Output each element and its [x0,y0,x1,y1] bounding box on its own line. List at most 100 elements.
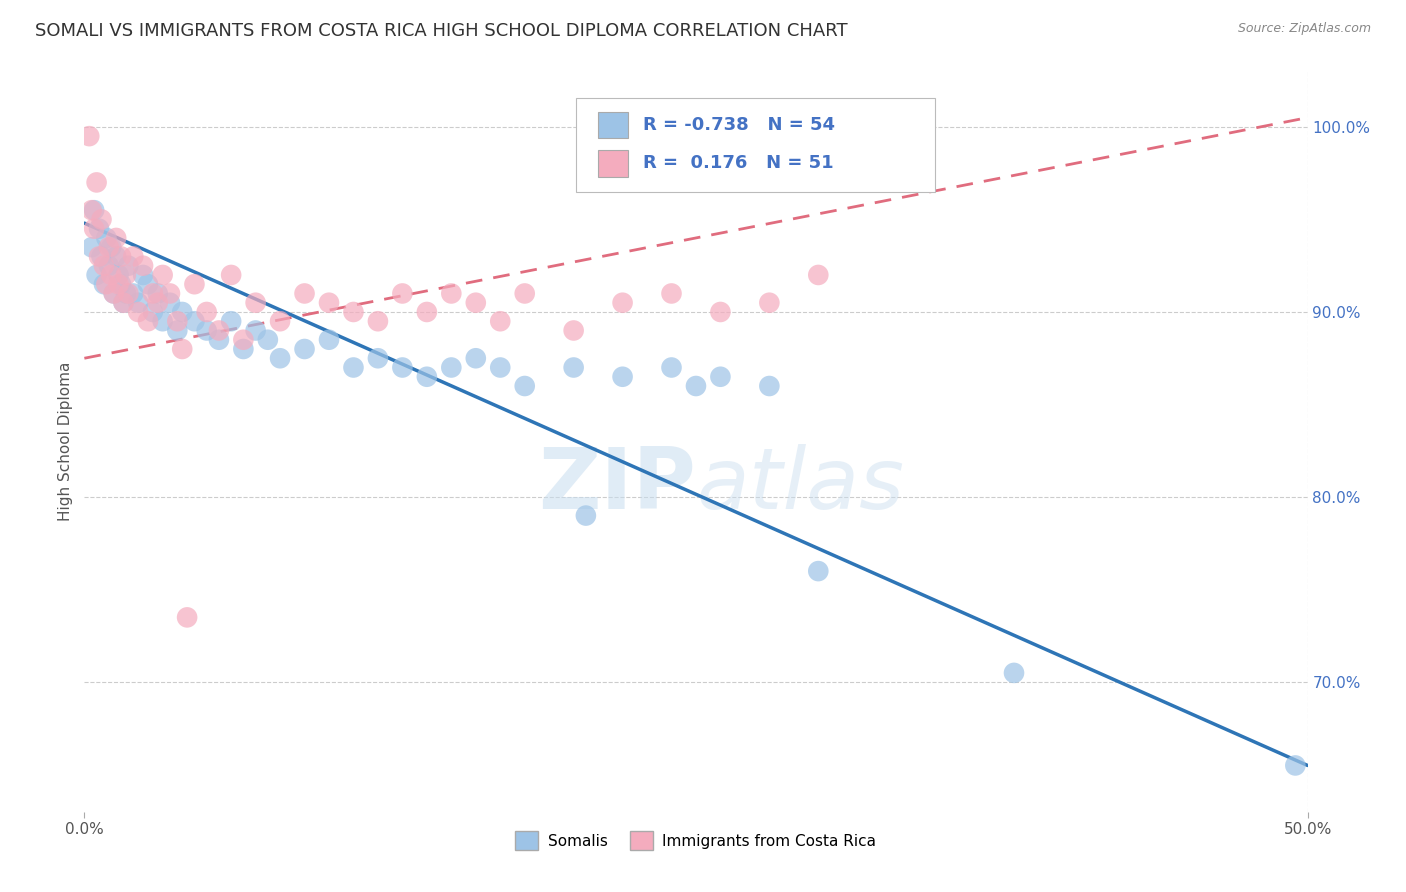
Point [93,277,115,292]
Point [416,305,439,319]
Point [612,369,634,384]
Point [318,295,340,310]
Point [513,379,536,393]
Point [709,369,731,384]
Point [807,564,830,578]
Point [83,221,105,235]
Text: R =  0.176   N = 51: R = 0.176 N = 51 [643,154,834,172]
Point [90,250,112,264]
Point [489,360,512,375]
Point [100,240,122,254]
Point [87,250,110,264]
Point [208,324,231,338]
Point [195,324,218,338]
Text: SOMALI VS IMMIGRANTS FROM COSTA RICA HIGH SCHOOL DIPLOMA CORRELATION CHART: SOMALI VS IMMIGRANTS FROM COSTA RICA HIG… [35,22,848,40]
Point [464,295,486,310]
Point [127,295,149,310]
Point [685,379,707,393]
Text: ZIP: ZIP [538,444,696,527]
Point [232,342,254,356]
Point [318,333,340,347]
Point [562,360,585,375]
Point [176,610,198,624]
Point [159,286,181,301]
Point [93,259,115,273]
Point [172,342,194,356]
Point [183,314,205,328]
Point [146,295,169,310]
Point [142,286,165,301]
Point [807,268,830,282]
Point [122,286,145,301]
Point [219,268,242,282]
Point [136,277,159,292]
Point [132,259,155,273]
Point [183,277,205,292]
Text: Source: ZipAtlas.com: Source: ZipAtlas.com [1237,22,1371,36]
Point [96,277,118,292]
Point [159,295,181,310]
Point [294,342,316,356]
Y-axis label: High School Diploma: High School Diploma [58,362,73,521]
Point [294,286,316,301]
Point [112,295,135,310]
Point [152,314,174,328]
Point [117,259,139,273]
Point [367,314,389,328]
Point [195,305,218,319]
Point [103,286,125,301]
Point [562,324,585,338]
Point [661,286,683,301]
Point [87,221,110,235]
Point [97,259,120,273]
Point [342,360,364,375]
Point [136,314,159,328]
Point [269,314,291,328]
Point [513,286,536,301]
Text: atlas: atlas [696,444,904,527]
Point [97,240,120,254]
Point [219,314,242,328]
Point [86,176,108,190]
Point [342,305,364,319]
Point [440,286,463,301]
Point [245,295,267,310]
Point [1002,665,1025,680]
Point [100,268,122,282]
Point [166,314,188,328]
Legend: Somalis, Immigrants from Costa Rica: Somalis, Immigrants from Costa Rica [509,825,883,856]
Point [232,333,254,347]
Point [612,295,634,310]
Point [115,286,138,301]
Point [758,379,780,393]
Point [117,286,139,301]
Point [152,268,174,282]
Point [132,268,155,282]
Point [575,508,598,523]
Point [105,250,128,264]
Point [90,212,112,227]
Point [146,286,169,301]
Text: R = -0.738   N = 54: R = -0.738 N = 54 [643,116,835,134]
Point [208,333,231,347]
Point [112,295,135,310]
Point [489,314,512,328]
Point [758,295,780,310]
Point [107,277,129,292]
Point [464,351,486,366]
Point [245,324,267,338]
Point [80,203,103,218]
Point [391,286,413,301]
Point [107,268,129,282]
Point [166,324,188,338]
Point [367,351,389,366]
Point [269,351,291,366]
Point [110,277,132,292]
Point [103,286,125,301]
Point [172,305,194,319]
Point [1284,758,1306,772]
Point [127,305,149,319]
Point [257,333,280,347]
Point [115,268,138,282]
Point [83,203,105,218]
